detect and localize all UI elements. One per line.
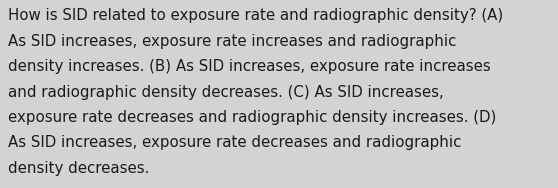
Text: As SID increases, exposure rate decreases and radiographic: As SID increases, exposure rate decrease… — [8, 135, 462, 150]
Text: How is SID related to exposure rate and radiographic density? (A): How is SID related to exposure rate and … — [8, 8, 504, 24]
Text: density decreases.: density decreases. — [8, 161, 150, 176]
Text: and radiographic density decreases. (C) As SID increases,: and radiographic density decreases. (C) … — [8, 85, 444, 100]
Text: exposure rate decreases and radiographic density increases. (D): exposure rate decreases and radiographic… — [8, 110, 497, 125]
Text: density increases. (B) As SID increases, exposure rate increases: density increases. (B) As SID increases,… — [8, 59, 491, 74]
Text: As SID increases, exposure rate increases and radiographic: As SID increases, exposure rate increase… — [8, 34, 457, 49]
